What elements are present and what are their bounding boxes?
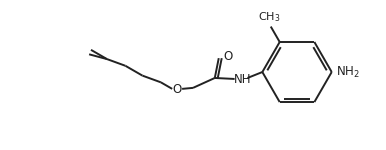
Text: NH: NH — [234, 74, 251, 86]
Text: O: O — [173, 83, 182, 96]
Text: O: O — [224, 50, 233, 63]
Text: NH$_2$: NH$_2$ — [336, 64, 359, 80]
Text: CH$_3$: CH$_3$ — [257, 10, 280, 24]
